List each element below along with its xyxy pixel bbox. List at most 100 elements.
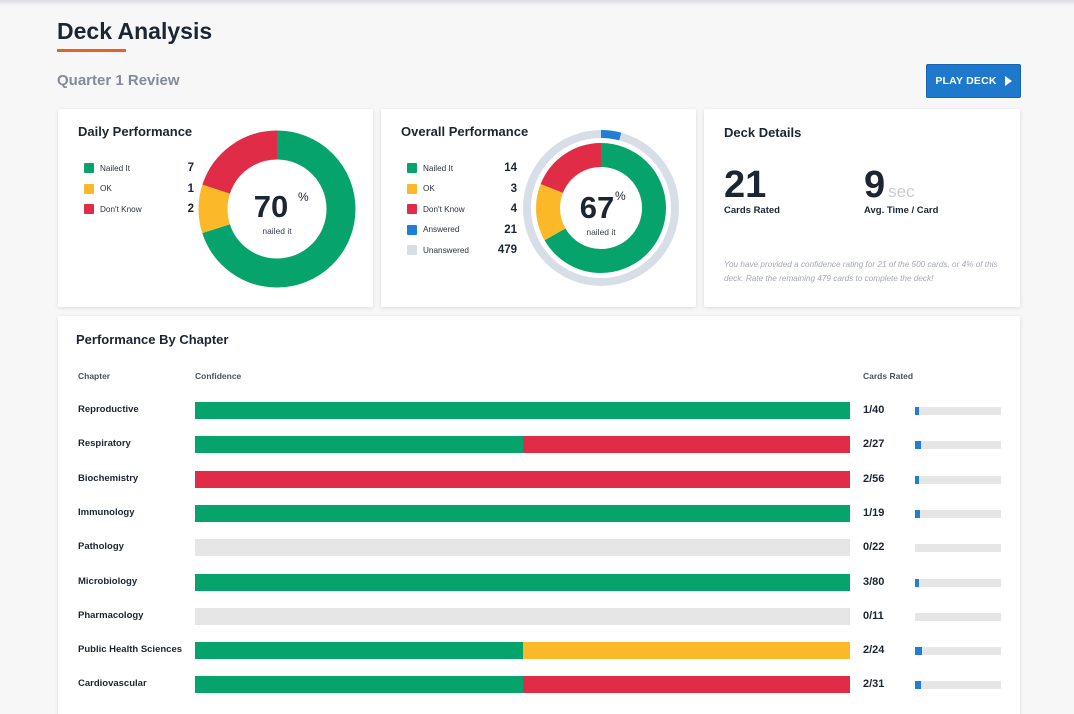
- rated-progress-fill: [915, 407, 920, 415]
- daily-legend-label: Don't Know: [100, 204, 142, 214]
- rated-progress-bar: [915, 441, 1001, 450]
- cards-rated-value: 0/22: [863, 541, 885, 554]
- overall-donut-chart: 67 % nailed it: [523, 130, 679, 286]
- confidence-segment: [195, 642, 523, 660]
- cards-rated-column-header: Cards Rated: [863, 371, 914, 381]
- daily-legend-swatch: [84, 163, 94, 174]
- daily-legend-item: Don't Know 2: [84, 199, 194, 220]
- overall-legend-swatch: [407, 224, 417, 235]
- page-title: Deck Analysis: [57, 18, 213, 44]
- overall-performance-card: Overall Performance Nailed It 14 OK 3 Don't …: [381, 109, 696, 307]
- daily-legend-swatch: [84, 204, 94, 215]
- confidence-bar: [195, 436, 850, 454]
- daily-percent-sign: %: [298, 190, 309, 204]
- chapter-name: Pharmacology: [78, 609, 144, 621]
- daily-legend-swatch: [84, 183, 94, 194]
- cards-rated-value: 2/31: [863, 678, 885, 691]
- avg-time-value: 9: [864, 164, 886, 206]
- overall-legend-count: 479: [497, 244, 517, 257]
- overall-legend-count: 3: [510, 182, 517, 195]
- rated-progress-fill: [915, 441, 922, 450]
- confidence-segment: [195, 676, 523, 694]
- rated-progress-bar: [915, 578, 1001, 587]
- overall-legend-label: OK: [423, 184, 435, 194]
- confidence-segment: [195, 436, 523, 454]
- overall-legend-label: Answered: [423, 225, 460, 235]
- overall-legend-item: Answered 21: [407, 220, 517, 241]
- confidence-column-header: Confidence: [195, 371, 242, 381]
- cards-rated-value: 2/27: [863, 438, 885, 451]
- daily-legend-label: OK: [100, 184, 112, 194]
- chapter-row[interactable]: Reproductive 1/40: [58, 401, 1020, 421]
- overall-legend-swatch: [407, 245, 417, 256]
- overall-percent-sign: %: [615, 189, 626, 203]
- rated-progress-bar: [915, 475, 1001, 484]
- play-deck-button[interactable]: PLAY DECK: [926, 64, 1021, 98]
- chapter-row[interactable]: Public Health Sciences 2/24: [58, 641, 1020, 661]
- confidence-segment: [195, 402, 850, 419]
- daily-donut-chart: 70 % nailed it: [198, 130, 356, 288]
- cards-rated-value: 21: [724, 164, 767, 206]
- overall-legend-item: OK 3: [407, 179, 517, 200]
- avg-time-unit: sec: [888, 182, 915, 201]
- overall-legend-label: Nailed It: [423, 163, 454, 173]
- confidence-segment: [195, 470, 850, 488]
- chapter-row[interactable]: Pharmacology 0/11: [58, 607, 1020, 627]
- deck-progress-note: You have provided a confidence rating fo…: [724, 260, 998, 283]
- chapter-row[interactable]: Pathology 0/22: [58, 538, 1020, 558]
- chapter-row[interactable]: Immunology 1/19: [58, 504, 1020, 524]
- deck-details-title: Deck Details: [724, 125, 802, 140]
- confidence-segment: [195, 504, 850, 522]
- daily-percent: 70: [254, 189, 288, 224]
- overall-performance-title: Overall Performance: [401, 124, 529, 139]
- daily-legend-label: Nailed It: [100, 163, 131, 173]
- overall-caption: nailed it: [586, 227, 616, 237]
- rated-progress-fill: [915, 509, 920, 518]
- chapter-name: Public Health Sciences: [78, 644, 183, 656]
- daily-legend-count: 1: [187, 182, 194, 195]
- play-deck-label: PLAY DECK: [935, 75, 997, 87]
- chapter-row[interactable]: Cardiovascular 2/31: [58, 675, 1020, 695]
- cards-rated-value: 1/40: [863, 404, 885, 416]
- daily-legend-item: Nailed It 7: [84, 158, 194, 179]
- daily-caption: nailed it: [262, 226, 292, 236]
- deck-subtitle: Quarter 1 Review: [57, 72, 180, 89]
- top-shadow: [0, 0, 1074, 6]
- confidence-bar: [195, 402, 850, 419]
- overall-donut-segment-2: [536, 143, 666, 273]
- overall-legend-swatch: [407, 204, 417, 215]
- confidence-segment: [195, 573, 850, 591]
- chapter-performance-title: Performance By Chapter: [76, 332, 229, 347]
- rated-progress-bar: [915, 612, 1001, 621]
- overall-legend-count: 14: [504, 162, 517, 175]
- rated-progress-fill: [915, 681, 921, 690]
- cards-rated-value: 2/24: [863, 644, 885, 657]
- daily-performance-title: Daily Performance: [78, 124, 193, 139]
- overall-legend-swatch: [407, 183, 417, 194]
- daily-legend: Nailed It 7 OK 1 Don't Know 2: [84, 158, 194, 220]
- daily-performance-card: Daily Performance Nailed It 7 OK 1 Don't Kno…: [58, 109, 373, 307]
- daily-legend-count: 7: [187, 162, 194, 175]
- rated-progress-bar: [915, 407, 1001, 415]
- cards-rated-value: 0/11: [863, 609, 884, 622]
- chapter-row[interactable]: Biochemistry 2/56: [58, 470, 1020, 490]
- chapter-name: Microbiology: [78, 575, 138, 587]
- chapter-row[interactable]: Microbiology 3/80: [58, 573, 1020, 593]
- play-icon: [1004, 76, 1012, 86]
- chapter-row[interactable]: Respiratory 2/27: [58, 435, 1020, 455]
- overall-percent: 67: [580, 190, 614, 225]
- chapter-name: Pathology: [78, 541, 124, 553]
- chapter-column-header: Chapter: [78, 371, 111, 381]
- confidence-bar: [195, 607, 850, 625]
- chapter-name: Respiratory: [78, 438, 131, 450]
- cards-rated-label: Cards Rated: [724, 205, 780, 216]
- rated-progress-bar: [915, 681, 1001, 690]
- daily-donut-segment-2: [198, 130, 356, 288]
- overall-legend-item: Unanswered 479: [407, 240, 517, 261]
- confidence-segment: [522, 642, 850, 660]
- daily-legend-count: 2: [187, 203, 194, 216]
- title-underline: [57, 49, 126, 52]
- overall-legend-count: 4: [510, 203, 517, 216]
- confidence-bar: [195, 539, 850, 557]
- deck-details-card: Deck Details 21 Cards Rated 9 sec Avg. Ti…: [704, 109, 1020, 307]
